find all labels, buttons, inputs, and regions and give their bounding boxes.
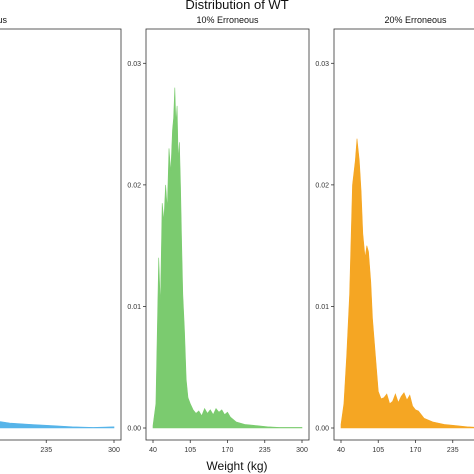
x-tick-label: 105 [184, 447, 196, 454]
y-tick-label: 0.02 [127, 182, 141, 189]
y-tick-label: 0.03 [127, 61, 141, 68]
panel-border [0, 28, 122, 441]
x-tick-label: 235 [259, 447, 271, 454]
x-tick-label: 105 [372, 447, 384, 454]
y-tick-label: 0.02 [315, 182, 329, 189]
x-tick-label: 170 [222, 447, 234, 454]
x-tick-label: 300 [108, 447, 120, 454]
x-tick-label: 170 [410, 447, 422, 454]
facet-panel: 20% Erroneous 0.00 0.01 0.02 0.03 40 105 170 235 [315, 15, 474, 454]
y-tick-label: 0.01 [315, 304, 329, 311]
x-axis-label: Weight (kg) [206, 459, 267, 473]
facet-panel: 5% Erroneous 235 300 [0, 15, 122, 454]
y-tick-label: 0.00 [127, 426, 141, 433]
y-tick-label: 0.03 [315, 61, 329, 68]
facet-label: 20% Erroneous [384, 15, 447, 25]
y-tick-label: 0.00 [315, 426, 329, 433]
x-tick-label: 235 [447, 447, 459, 454]
x-tick-label: 40 [337, 447, 345, 454]
density-area [340, 138, 474, 429]
facet-label: 5% Erroneous [0, 15, 8, 25]
density-area [152, 87, 303, 429]
density-area [0, 421, 115, 429]
chart-title: Distribution of WT [185, 0, 288, 12]
facet-panel: 10% Erroneous 0.00 0.01 0.02 0.03 40 105 170 235… [127, 15, 310, 454]
x-tick-label: 235 [40, 447, 52, 454]
x-tick-label: 40 [149, 447, 157, 454]
x-tick-label: 300 [296, 447, 308, 454]
facet-label: 10% Erroneous [196, 15, 259, 25]
y-tick-label: 0.01 [127, 304, 141, 311]
